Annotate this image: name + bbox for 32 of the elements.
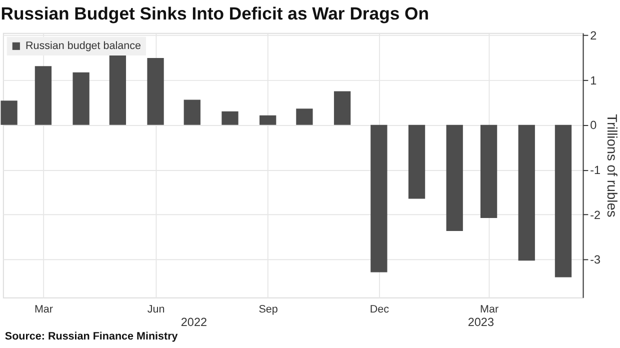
x-tick-label: Sep <box>258 304 278 316</box>
bar <box>222 111 238 125</box>
bar <box>72 72 90 125</box>
bar <box>260 115 276 125</box>
x-tick-label: Mar <box>34 304 54 316</box>
bar <box>334 91 351 125</box>
bar <box>554 124 572 278</box>
bar <box>147 58 164 125</box>
y-tick-label: -2 <box>590 208 601 222</box>
bar <box>370 124 388 272</box>
y-tick-label: 2 <box>590 30 597 43</box>
y-tick-label: 0 <box>590 119 598 132</box>
y-tick-label: -3 <box>590 254 602 267</box>
bar <box>446 124 463 232</box>
chart-title: Russian Budget Sinks Into Deficit as War Drags On <box>0 3 430 24</box>
bar <box>296 108 313 125</box>
y-axis-title: Trillions of rubles <box>604 114 620 218</box>
y-tick-label: -1 <box>590 164 601 178</box>
legend-label: Russian budget balance <box>25 40 141 52</box>
text: 2023 <box>468 316 494 329</box>
bar <box>34 66 52 125</box>
bar <box>518 124 535 261</box>
bar <box>408 124 426 199</box>
bar <box>480 124 498 218</box>
y-tick-label: 1 <box>590 74 597 88</box>
x-tick-label: Jun <box>147 304 165 316</box>
x-tick-label: Mar <box>480 304 499 316</box>
bar <box>184 100 200 125</box>
source-note: Source: Russian Finance Ministry <box>4 330 178 342</box>
bar <box>0 100 18 125</box>
text: 2022 <box>180 316 208 329</box>
x-tick-label: Dec <box>370 304 390 316</box>
